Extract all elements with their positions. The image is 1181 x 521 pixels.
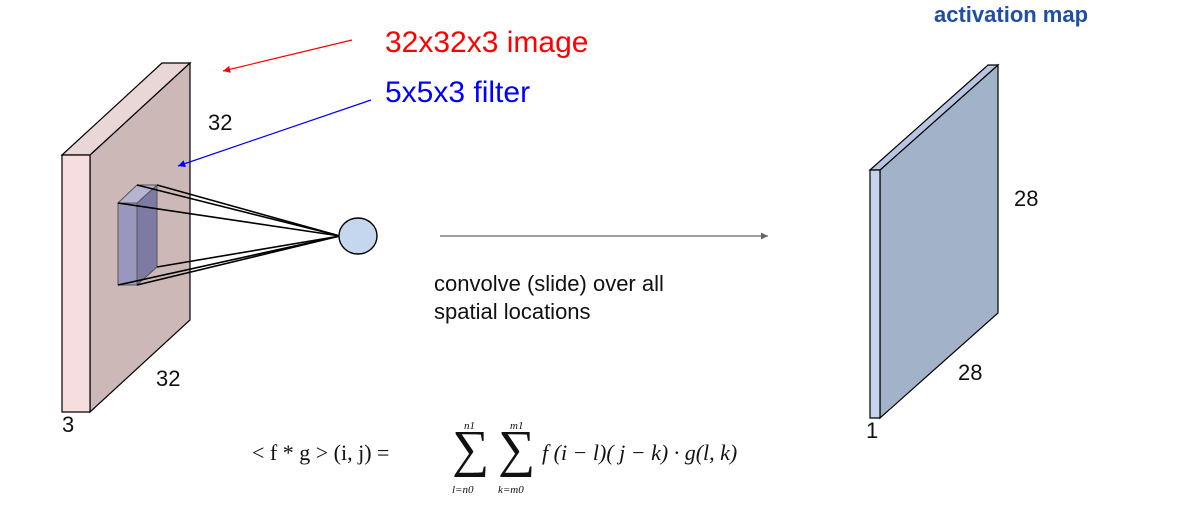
receptive-line-1 [136, 184, 341, 237]
filter-block [116, 183, 159, 287]
formula-sum1-upper: n1 [464, 420, 475, 432]
receptive-line-2 [156, 184, 341, 237]
filter-pointer-arrow [177, 99, 372, 168]
formula-lhs: < f * g > (i, j) = [252, 440, 390, 465]
activation-map-width-label: 28 [1014, 186, 1039, 211]
input-width-label: 32 [208, 110, 233, 135]
activation-map-front [869, 169, 881, 419]
formula-rhs: f (i − l)( j − k) · g(l, k) [542, 440, 738, 465]
formula-sum2-lower: k=m0 [498, 484, 524, 496]
convolve-caption-line1: convolve (slide) over all [434, 271, 664, 296]
formula-sum2-sigma: ∑ [498, 421, 536, 478]
output-neuron [338, 217, 378, 255]
activation-map-height-label: 28 [958, 360, 983, 385]
filter-front [117, 202, 138, 286]
formula-sum1-lower: l=n0 [452, 484, 474, 496]
convolve-caption-line2: spatial locations [434, 299, 591, 324]
convolve-caption: convolve (slide) over all spatial locati… [434, 270, 794, 326]
formula-sum1-sigma: ∑ [452, 421, 490, 478]
receptive-field-lines [117, 184, 341, 286]
receptive-line-5 [117, 202, 341, 237]
receptive-line-6 [117, 235, 341, 286]
activation-map-heading: activation map [934, 2, 1089, 27]
input-height-label: 32 [156, 366, 181, 391]
receptive-line-4 [156, 235, 341, 268]
convolution-formula: < f * g > (i, j) = n1 ∑ l=n0 m1 ∑ k=m0 f… [252, 418, 852, 514]
activation-map-depth-label: 1 [866, 418, 879, 443]
input-volume-front [61, 154, 91, 413]
input-image-title: 32x32x3 image [385, 26, 589, 59]
image-pointer-arrow [222, 39, 353, 73]
filter-title: 5x5x3 filter [385, 76, 531, 109]
formula-sum2-upper: m1 [510, 420, 524, 432]
input-depth-label: 3 [62, 412, 75, 437]
activation-map-volume [868, 63, 1000, 420]
